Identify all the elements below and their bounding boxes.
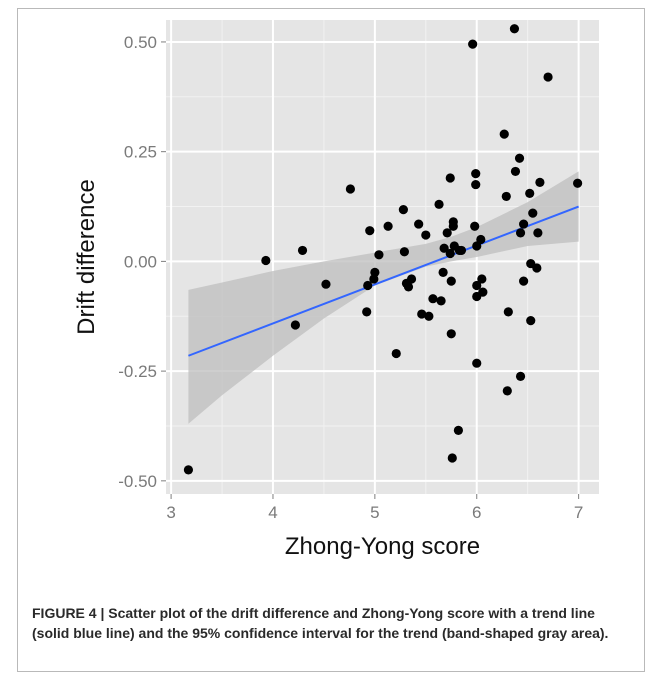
data-point: [510, 166, 521, 177]
data-point: [424, 311, 434, 321]
data-point: [403, 282, 414, 292]
data-point: [514, 153, 525, 163]
data-point: [261, 255, 271, 266]
data-point: [391, 348, 401, 359]
data-point: [509, 24, 520, 34]
data-point: [406, 274, 417, 284]
data-point: [501, 191, 511, 202]
data-point: [532, 263, 542, 273]
data-point: [370, 267, 380, 277]
data-point: [470, 221, 480, 231]
figure-caption: FIGURE 4 | Scatter plot of the drift dif…: [32, 603, 632, 643]
data-point: [519, 219, 529, 229]
data-point: [417, 309, 427, 319]
y-tick-label: 0.50: [124, 33, 157, 52]
data-point: [446, 276, 456, 286]
data-point: [398, 205, 408, 215]
data-point: [468, 39, 478, 49]
data-point: [321, 279, 331, 289]
data-point: [453, 425, 464, 435]
x-tick-label: 4: [268, 503, 277, 522]
y-axis-title: Drift difference: [73, 179, 100, 335]
data-point: [183, 465, 194, 475]
data-point: [445, 248, 455, 259]
data-point: [438, 267, 448, 277]
y-tick-label: 0.00: [124, 252, 157, 271]
data-point: [447, 453, 457, 463]
data-point: [297, 245, 308, 256]
data-point: [535, 177, 545, 187]
data-point: [399, 247, 410, 257]
data-point: [456, 245, 467, 256]
data-point: [478, 287, 488, 297]
data-point: [472, 241, 482, 251]
scatter-plot: 3 4 5 6 7 -0.50 -0.25 0.00 0.25 0.50 Zhong-Yong …: [73, 20, 599, 560]
data-points: [183, 24, 583, 475]
data-point: [448, 221, 458, 231]
data-point: [414, 219, 424, 229]
data-point: [502, 386, 512, 396]
data-point: [533, 228, 543, 238]
data-point: [436, 296, 446, 306]
data-point: [525, 188, 535, 198]
data-point: [439, 243, 449, 253]
data-point: [345, 184, 356, 194]
data-point: [471, 169, 481, 179]
x-tick-labels: 3 4 5 6 7: [166, 503, 583, 522]
data-point: [503, 307, 513, 317]
trend-line: [188, 205, 579, 357]
data-point: [472, 358, 482, 368]
data-point: [374, 250, 384, 260]
data-point: [365, 226, 375, 236]
data-point: [472, 280, 482, 291]
data-point: [434, 199, 444, 209]
x-tick-label: 7: [574, 503, 583, 522]
data-point: [573, 178, 583, 188]
data-point: [446, 329, 456, 339]
data-point: [476, 234, 486, 245]
data-point: [442, 228, 452, 238]
figure-label: FIGURE 4 |: [32, 605, 109, 621]
data-point: [445, 173, 455, 183]
x-tick-label: 6: [472, 503, 481, 522]
data-point: [543, 72, 553, 82]
y-tick-label: 0.25: [124, 143, 157, 162]
data-point: [290, 320, 300, 330]
y-tick-label: -0.50: [118, 472, 157, 491]
x-axis-title: Zhong-Yong score: [285, 533, 480, 560]
data-point: [428, 294, 438, 304]
data-point: [363, 280, 373, 291]
data-point: [499, 129, 509, 139]
data-point: [515, 228, 526, 238]
y-tick-label: -0.25: [118, 362, 157, 381]
data-point: [362, 307, 372, 317]
data-point: [519, 276, 529, 286]
y-tick-labels: -0.50 -0.25 0.00 0.25 0.50: [118, 33, 157, 491]
data-point: [471, 179, 481, 190]
data-point: [421, 230, 431, 240]
caption-text: Scatter plot of the drift difference and…: [32, 605, 609, 641]
data-point: [526, 316, 536, 326]
data-point: [528, 208, 538, 218]
data-point: [515, 371, 526, 381]
data-point: [383, 221, 393, 231]
x-tick-label: 5: [370, 503, 379, 522]
data-point: [477, 274, 487, 284]
axis-ticks: [161, 41, 580, 499]
x-tick-label: 3: [166, 503, 175, 522]
confidence-band: [188, 171, 579, 424]
